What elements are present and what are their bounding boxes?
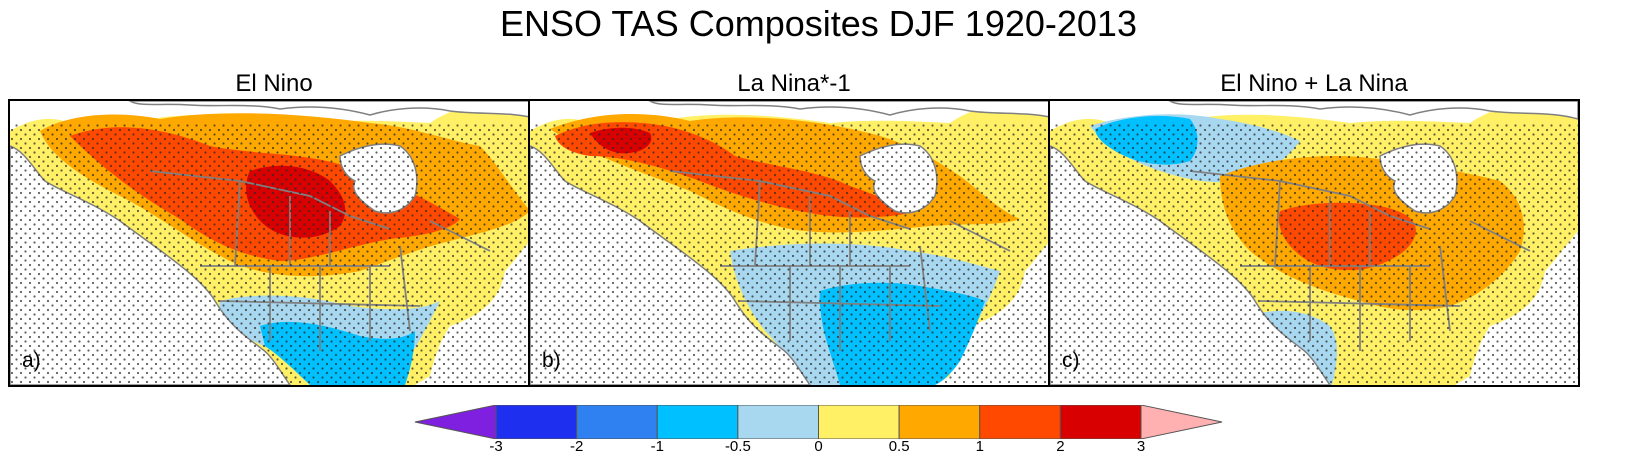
colorbar-tick-label: -0.5 bbox=[724, 438, 751, 455]
panel-c-title: El Nino + La Nina bbox=[1220, 70, 1408, 97]
colorbar bbox=[414, 405, 1223, 439]
panel-b-title: La Nina*-1 bbox=[737, 70, 851, 97]
colorbar-bin bbox=[818, 405, 900, 439]
colorbar-tick-label: 0.5 bbox=[888, 438, 910, 455]
stipple-overlay bbox=[10, 101, 538, 385]
colorbar-bin bbox=[737, 405, 819, 439]
colorbar-tick-label: -3 bbox=[489, 438, 503, 455]
colorbar-bin bbox=[979, 405, 1061, 439]
colorbar-overflow-triangle bbox=[1140, 405, 1223, 439]
stipple-overlay bbox=[1050, 101, 1578, 385]
colorbar-tick-label: -1 bbox=[650, 438, 664, 455]
colorbar-bin bbox=[576, 405, 658, 439]
panel-a-map: a) bbox=[8, 99, 540, 387]
map-svg bbox=[530, 101, 1058, 385]
colorbar-tick-label: 0 bbox=[814, 438, 823, 455]
panel-a-title: El Nino bbox=[235, 70, 313, 97]
colorbar-tick-label: 2 bbox=[1056, 438, 1065, 455]
map-svg bbox=[10, 101, 538, 385]
colorbar-underflow-triangle bbox=[414, 405, 497, 439]
main-title: ENSO TAS Composites DJF 1920-2013 bbox=[500, 3, 1137, 44]
colorbar-bins bbox=[495, 405, 1142, 439]
panel-b-map: b) bbox=[528, 99, 1060, 387]
arctic-islands bbox=[128, 101, 538, 120]
colorbar-tick-label: 3 bbox=[1136, 438, 1146, 455]
colorbar-bin bbox=[656, 405, 739, 439]
colorbar-bin bbox=[1059, 405, 1142, 439]
arctic-islands bbox=[1168, 101, 1578, 120]
arctic-islands bbox=[648, 101, 1058, 120]
panel-letter: a) bbox=[22, 349, 41, 372]
panel-letter: b) bbox=[542, 349, 561, 372]
colorbar-bin bbox=[495, 405, 578, 439]
colorbar-bin bbox=[898, 405, 981, 439]
panel-letter: c) bbox=[1062, 349, 1080, 372]
map-svg bbox=[1050, 101, 1578, 385]
panel-c-map: c) bbox=[1048, 99, 1580, 387]
colorbar-tick-label: -2 bbox=[569, 438, 584, 455]
colorbar-tick-label: 1 bbox=[975, 438, 984, 455]
stipple-overlay bbox=[530, 101, 1058, 385]
